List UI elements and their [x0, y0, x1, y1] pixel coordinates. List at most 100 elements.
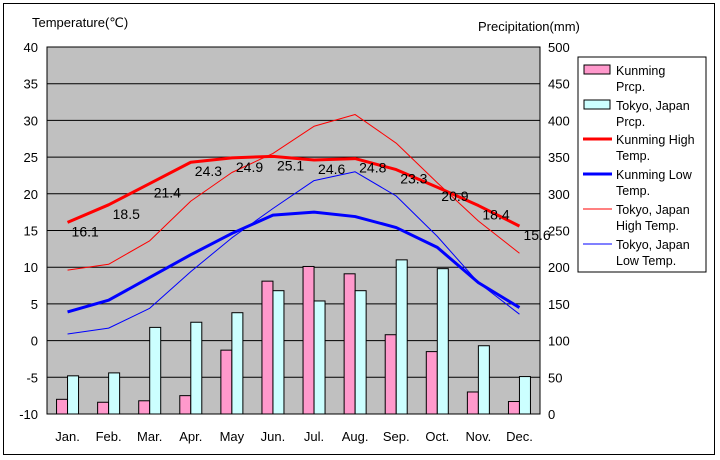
y-right-tick-label: 200 [548, 260, 570, 275]
bar-kunming-prcp-0 [56, 398, 69, 415]
bar-tokyo-prcp-4 [231, 312, 244, 415]
temperature-lines [66, 114, 521, 335]
legend-label: High Temp. [616, 219, 679, 233]
legend-box [577, 56, 707, 273]
bar-kunming-prcp-7 [343, 273, 356, 415]
x-tick-label: Apr. [179, 429, 202, 444]
legend-label: Low Temp. [616, 254, 676, 268]
y-right-tick-label: 400 [548, 113, 570, 128]
x-tick-label: Dec. [506, 429, 533, 444]
bar-tokyo-prcp-10 [477, 345, 490, 415]
data-label-kunming-high-10: 18.4 [482, 207, 509, 223]
bar-kunming-prcp-5 [261, 280, 274, 415]
data-label-kunming-high-5: 25.1 [277, 157, 304, 173]
y-left-tick-label: -5 [26, 370, 38, 385]
line-kunming-low [67, 210, 521, 314]
bar-kunming-prcp-11 [507, 401, 520, 415]
bar-kunming-prcp-6 [302, 265, 315, 415]
y-left-tick-label: 20 [24, 187, 38, 202]
legend-label: Kunming Low [616, 168, 693, 182]
data-label-kunming-high-8: 23.3 [400, 171, 427, 187]
x-tick-label: Sep. [383, 429, 410, 444]
data-label-kunming-high-4: 24.9 [236, 159, 263, 175]
bar-kunming-prcp-2 [138, 400, 151, 415]
legend-label: Prcp. [616, 115, 645, 129]
y-left-tick-label: 25 [24, 150, 38, 165]
y-left-tick-label: 10 [24, 260, 38, 275]
bar-tokyo-prcp-11 [518, 376, 531, 415]
y-right-tick-label: 350 [548, 150, 570, 165]
x-tick-label: Oct. [425, 429, 449, 444]
legend-label: Prcp. [616, 80, 645, 94]
data-label-kunming-high-9: 20.9 [441, 188, 468, 204]
y-left-tick-label: 15 [24, 224, 38, 239]
bar-kunming-prcp-8 [384, 334, 397, 415]
legend-item-1: Tokyo, Japan Prcp. [583, 99, 690, 129]
legend-item-5: Tokyo, Japan Low Temp. [583, 238, 690, 268]
legend-label: Temp. [616, 149, 650, 163]
y-right-tick-label: 500 [548, 40, 570, 55]
x-tick-label: Nov. [465, 429, 491, 444]
y-right-axis-title: Precipitation(mm) [478, 19, 580, 34]
y-left-tick-label: 40 [24, 40, 38, 55]
y-right-tick-label: 450 [548, 77, 570, 92]
x-tick-label: Jan. [55, 429, 80, 444]
data-label-kunming-high-7: 24.8 [359, 160, 386, 176]
bar-kunming-prcp-1 [97, 401, 110, 415]
data-labels: 16.1 18.5 21.4 24.3 24.9 25.1 24.6 24.8 23.3 20.9… [72, 157, 551, 243]
y-right-tick-label: 0 [548, 407, 555, 422]
x-tick-label: Feb. [96, 429, 122, 444]
precipitation-bars [56, 259, 531, 415]
legend-item-0: Kunming Prcp. [583, 64, 665, 94]
bar-tokyo-prcp-7 [354, 290, 367, 415]
data-label-kunming-high-1: 18.5 [113, 206, 140, 222]
data-label-kunming-high-0: 16.1 [72, 223, 99, 239]
y-right-tick-label: 150 [548, 297, 570, 312]
legend-swatch [583, 99, 611, 110]
bar-kunming-prcp-9 [425, 351, 438, 415]
bar-tokyo-prcp-2 [149, 326, 162, 415]
data-label-kunming-high-11: 15.6 [523, 227, 550, 243]
legend-label: Tokyo, Japan [616, 99, 690, 113]
y-left-tick-label: -10 [19, 407, 38, 422]
legend-label: Tokyo, Japan [616, 203, 690, 217]
bar-tokyo-prcp-0 [67, 375, 80, 415]
bar-tokyo-prcp-3 [190, 321, 203, 415]
legend-item-3: Kunming Low Temp. [583, 168, 693, 198]
legend-label: Kunming [616, 64, 665, 78]
y-left-tick-label: 0 [31, 334, 38, 349]
legend-swatch [583, 64, 611, 75]
line-kunming-high [66, 154, 521, 228]
y-right-tick-label: 50 [548, 370, 562, 385]
data-label-kunming-high-6: 24.6 [318, 161, 345, 177]
legend-label: Tokyo, Japan [616, 238, 690, 252]
y-left-tick-label: 35 [24, 77, 38, 92]
x-tick-label: Mar. [137, 429, 162, 444]
data-label-kunming-high-2: 21.4 [154, 185, 181, 201]
x-tick-label: Jun. [261, 429, 286, 444]
y-left-tick-label: 30 [24, 113, 38, 128]
y-right-tick-label: 250 [548, 224, 570, 239]
bar-kunming-prcp-4 [220, 349, 233, 415]
axes: 4035302520151050-5-105004504003503002502… [19, 40, 570, 444]
data-label-kunming-high-3: 24.3 [195, 163, 222, 179]
legend-label: Temp. [616, 184, 650, 198]
bar-tokyo-prcp-9 [436, 268, 449, 415]
bar-tokyo-prcp-8 [395, 259, 408, 415]
y-left-tick-label: 5 [31, 297, 38, 312]
bar-tokyo-prcp-1 [108, 372, 121, 415]
x-tick-label: May [220, 429, 245, 444]
x-tick-label: Jul. [304, 429, 324, 444]
legend-item-2: Kunming High Temp. [583, 133, 695, 163]
y-right-tick-label: 100 [548, 334, 570, 349]
bar-kunming-prcp-3 [179, 395, 192, 415]
line-tokyo-low [67, 171, 520, 335]
legend-item-4: Tokyo, Japan High Temp. [583, 203, 690, 233]
legend: Kunming Prcp. Tokyo, Japan Prcp. Kunming Hig… [577, 56, 707, 273]
bar-kunming-prcp-10 [466, 391, 479, 415]
y-right-tick-label: 300 [548, 187, 570, 202]
legend-label: Kunming High [616, 133, 695, 147]
bar-tokyo-prcp-5 [272, 290, 285, 415]
x-tick-label: Aug. [342, 429, 369, 444]
